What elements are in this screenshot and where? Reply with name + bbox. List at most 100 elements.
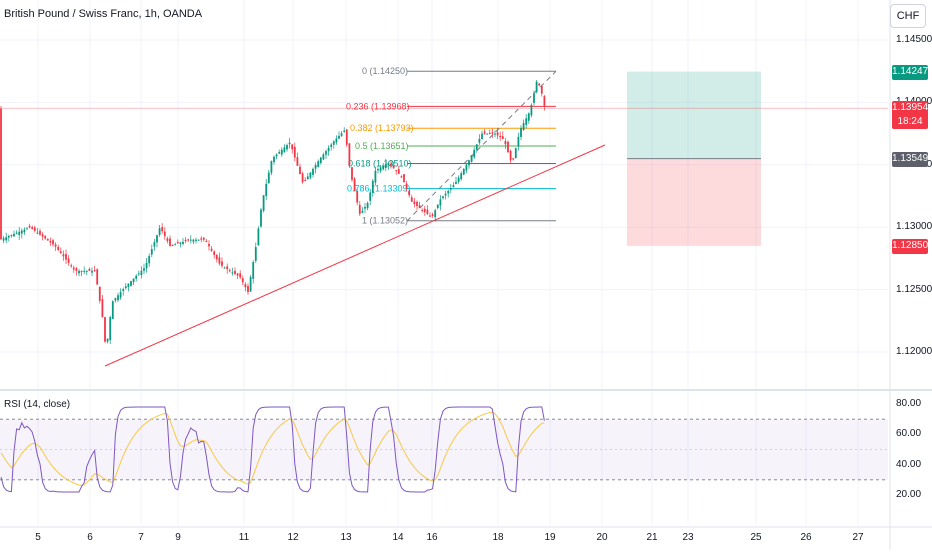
candle-body [236, 273, 239, 276]
candle-body [223, 267, 226, 269]
candle [343, 127, 346, 133]
candle [538, 83, 541, 87]
candle-body [504, 141, 507, 145]
candle [421, 208, 424, 213]
date-axis-label: 14 [392, 532, 404, 543]
candle-body [377, 169, 379, 171]
candle [512, 157, 515, 161]
date-axis-label: 6 [87, 532, 93, 543]
candle-body [114, 298, 117, 301]
price-tag-value: 1.14247 [892, 65, 929, 77]
candle [228, 268, 231, 273]
candle [2, 235, 5, 244]
candle [426, 205, 429, 216]
candle-body [312, 168, 314, 175]
candle [473, 146, 476, 159]
candle [470, 154, 473, 163]
candle-body [520, 127, 522, 137]
candle-body [291, 144, 294, 150]
candle-body [335, 138, 338, 143]
candle-body [525, 118, 528, 125]
currency-button[interactable]: CHF [890, 4, 926, 28]
candle [317, 159, 320, 168]
candle [465, 163, 468, 173]
candle [127, 283, 130, 292]
candle-body [517, 136, 520, 147]
candle [96, 268, 99, 285]
price-tag: 1.12850 [892, 238, 928, 254]
candle-body [130, 281, 132, 286]
candle [413, 197, 416, 208]
candle-body [265, 183, 268, 197]
candle [130, 280, 132, 287]
candle [145, 258, 148, 273]
candle-body [494, 133, 496, 135]
rsi-ma-line [0, 411, 545, 486]
candle [52, 238, 54, 247]
candle [72, 265, 75, 273]
candle [504, 137, 507, 150]
price-axis-label: 1.12000 [896, 346, 932, 357]
candle-body [460, 173, 463, 180]
candle [44, 235, 47, 240]
candle [252, 260, 255, 284]
date-axis-label: 20 [596, 532, 608, 543]
candle [28, 223, 31, 229]
candle-body [465, 164, 468, 171]
candle [483, 128, 486, 135]
trendline [104, 144, 606, 367]
rsi-label: RSI (14, close) [4, 399, 71, 410]
candle-body [275, 154, 278, 157]
candle [507, 140, 509, 153]
candle [39, 228, 41, 236]
candle-body [486, 133, 489, 135]
candle-body [98, 286, 101, 301]
candle [254, 242, 257, 264]
candle [325, 149, 327, 159]
candle-body [361, 210, 364, 213]
candle-body [403, 174, 405, 183]
candle [309, 172, 312, 180]
candle [384, 158, 387, 172]
candle-body [249, 277, 252, 292]
candle [338, 131, 340, 140]
candle-body [62, 254, 65, 257]
candle-body [507, 141, 509, 153]
candle [403, 174, 405, 183]
candle [488, 129, 491, 135]
candle-body [205, 241, 208, 243]
candle-body [387, 162, 390, 166]
candle-body [413, 201, 416, 205]
candle-body [452, 185, 455, 188]
long-position-profit-zone [627, 71, 761, 159]
candle-body [408, 190, 411, 196]
candle [405, 180, 408, 192]
candle [379, 165, 382, 173]
candle [540, 84, 543, 97]
candlesticks [0, 79, 546, 344]
candle-body [543, 96, 546, 106]
candle-body [210, 248, 213, 251]
candle [301, 171, 304, 184]
candle [23, 227, 26, 235]
candle-body [221, 261, 223, 266]
candle [249, 275, 252, 292]
candle-body [31, 227, 34, 229]
candle-body [67, 258, 70, 263]
candle-body [278, 152, 281, 154]
candle-body [150, 249, 153, 255]
candle-body [163, 231, 166, 237]
candle-body [70, 265, 73, 267]
candle [106, 338, 109, 344]
candle-body [431, 214, 434, 216]
candle [205, 239, 208, 243]
candle-body [153, 242, 156, 247]
candle [93, 265, 96, 273]
price-axis-label: 1.13000 [896, 221, 932, 233]
candle [332, 140, 335, 149]
candle-body [533, 93, 535, 103]
candle-body [301, 173, 304, 183]
candle [319, 156, 322, 165]
